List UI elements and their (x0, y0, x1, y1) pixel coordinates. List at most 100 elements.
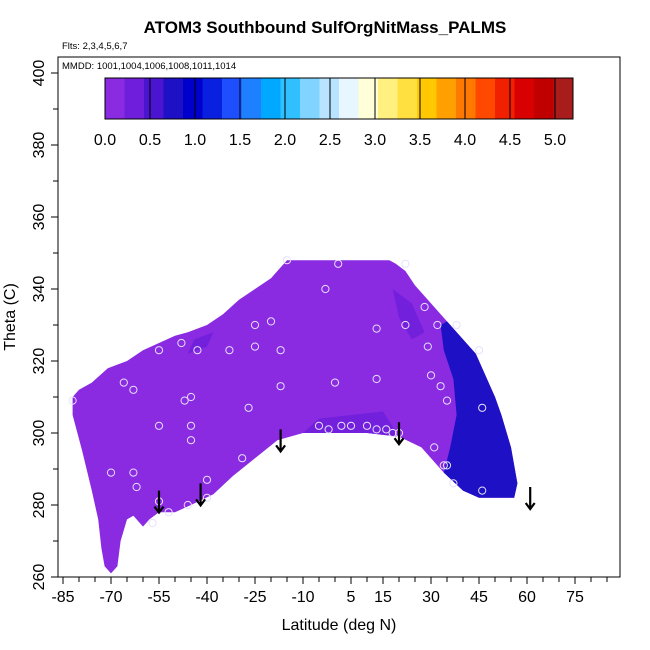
sample-point (442, 461, 452, 470)
mmdd-label: MMDD: 1001,1004,1006,1008,1011,1014 (62, 61, 237, 72)
sample-point (433, 320, 442, 330)
x-tick-label: 60 (518, 589, 536, 606)
y-tick-label: 320 (31, 348, 48, 375)
sample-point (423, 342, 432, 351)
colorbar-tick-label: 3.0 (364, 132, 386, 149)
colorbar-swatch (144, 78, 164, 119)
sample-point (426, 371, 436, 380)
sample-point (106, 468, 116, 477)
arrow-head (153, 505, 165, 515)
y-tick-label: 260 (31, 564, 48, 591)
sample-point (276, 346, 285, 355)
colorbar-tick-label: 2.5 (319, 132, 341, 149)
colorbar-swatch (124, 78, 145, 119)
x-tick-label: -85 (51, 589, 74, 606)
colorbar-swatch (339, 78, 359, 119)
colorbar-swatch (436, 78, 457, 119)
sample-point (362, 421, 372, 430)
sample-point (478, 403, 487, 412)
colorbar-swatch (553, 78, 574, 119)
sample-point (186, 421, 196, 430)
colorbar-swatch (280, 78, 301, 119)
sample-point (250, 342, 260, 351)
colorbar-tick-label: 3.5 (409, 132, 431, 149)
colorbar-swatch (397, 78, 418, 119)
contour-region-mid (392, 289, 425, 340)
colorbar-swatch (534, 78, 554, 119)
sample-point (324, 425, 333, 434)
colorbar-tick-label: 4.0 (454, 132, 476, 149)
colorbar-swatch (378, 78, 398, 119)
sample-point (177, 338, 186, 348)
sample-point (372, 425, 381, 434)
y-axis: 260 280 300 320 340 360 380 400 (31, 60, 58, 591)
colorbar-swatch (241, 78, 262, 119)
sample-point (474, 346, 484, 355)
sample-point (276, 382, 285, 391)
x-tick-label: 5 (347, 589, 356, 606)
x-tick-label: 45 (470, 589, 488, 606)
sample-point (337, 421, 346, 430)
x-tick-label: -10 (291, 589, 314, 606)
y-tick-label: 360 (31, 204, 48, 231)
y-tick-label: 280 (31, 492, 48, 519)
sample-point (186, 436, 196, 445)
sample-point (129, 468, 138, 477)
sample-point (401, 320, 410, 330)
colorbar-swatch (300, 78, 320, 119)
colorbar-swatch (514, 78, 535, 119)
sample-point (186, 392, 196, 402)
sample-point (334, 259, 343, 268)
colorbar-tick-label: 4.5 (499, 132, 521, 149)
sample-point (132, 482, 141, 492)
colorbar-swatch (222, 78, 242, 119)
sample-point (372, 374, 381, 384)
arrow-markers (153, 422, 536, 515)
colorbar-swatch (202, 78, 223, 119)
sample-point (282, 256, 292, 265)
sample-point (225, 346, 234, 355)
arrow-head (393, 437, 405, 447)
x-axis-label: Latitude (deg N) (282, 617, 397, 634)
colorbar-swatch (105, 78, 125, 119)
sample-point (449, 479, 458, 488)
y-axis-label: Theta (C) (2, 283, 19, 351)
sample-point (119, 378, 128, 387)
sample-point (154, 421, 164, 430)
arrow-head (195, 498, 206, 508)
sample-point (183, 500, 192, 510)
contour-region-mid (303, 411, 399, 437)
sample-point (266, 317, 276, 326)
colorbar-tick-label: 5.0 (544, 132, 566, 149)
sample-point (382, 425, 391, 434)
sample-point (330, 378, 340, 387)
sample-point (452, 320, 461, 330)
sample-point (193, 346, 202, 355)
flights-label: Flts: 2,3,4,5,6,7 (62, 41, 128, 52)
contour-region-base (72, 260, 518, 574)
sample-point (244, 403, 253, 412)
colorbar-tick-label: 2.0 (274, 132, 296, 149)
sample-point (314, 421, 324, 430)
colorbar-swatch (475, 78, 496, 119)
y-tick-label: 300 (31, 420, 48, 447)
x-tick-label: -70 (99, 589, 122, 606)
colorbar-swatch (261, 78, 281, 119)
x-axis: -85 -70 -55 -40 -25 -10 5 15 30 45 60 75 (51, 577, 608, 606)
x-tick-label: -40 (195, 589, 218, 606)
sample-point (129, 385, 138, 394)
colorbar-swatch (163, 78, 184, 119)
x-tick-label: -55 (147, 589, 170, 606)
sample-point (238, 454, 247, 463)
colorbar-tick-label: 1.0 (184, 132, 206, 149)
colorbar-swatch (495, 78, 515, 119)
x-tick-label: 75 (566, 589, 584, 606)
sample-point (478, 486, 487, 495)
colorbar-tick-label: 0.5 (139, 132, 161, 149)
x-tick-label: -25 (243, 589, 266, 606)
colorbar-swatch (358, 78, 379, 119)
colorbar-tick-label: 0.0 (94, 132, 116, 149)
sample-point (202, 475, 212, 484)
